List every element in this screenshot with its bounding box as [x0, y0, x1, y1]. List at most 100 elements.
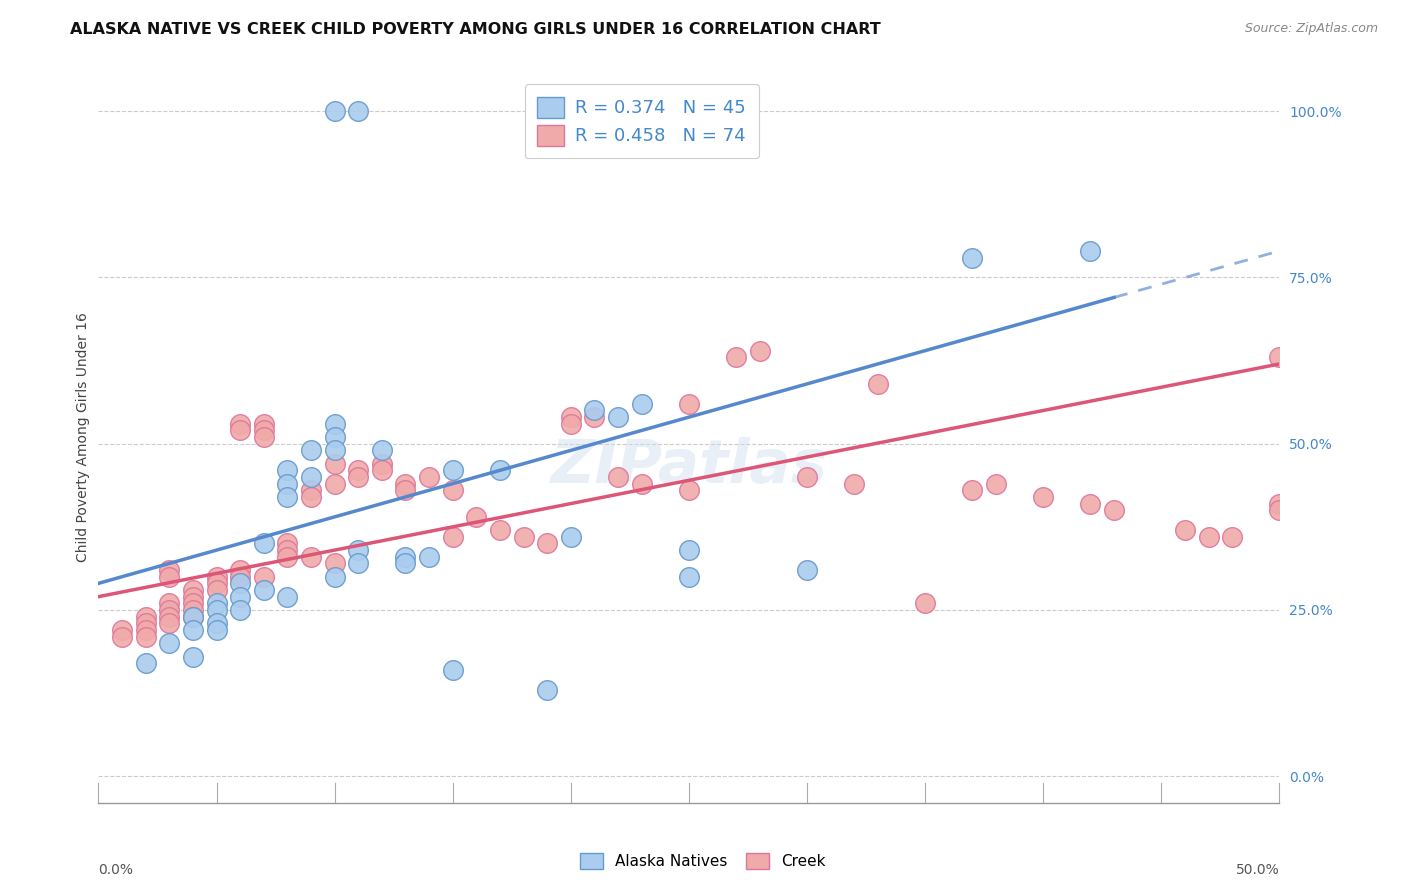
Text: ZIPatlas: ZIPatlas	[550, 437, 828, 496]
Point	[323, 104, 346, 119]
Point	[323, 476, 346, 491]
Point	[984, 476, 1007, 491]
Point	[418, 549, 440, 564]
Point	[229, 603, 252, 617]
Point	[914, 596, 936, 610]
Point	[512, 530, 534, 544]
Point	[229, 424, 252, 438]
Point	[229, 590, 252, 604]
Point	[205, 623, 228, 637]
Point	[394, 549, 416, 564]
Point	[276, 543, 298, 558]
Point	[560, 417, 582, 431]
Point	[441, 483, 464, 498]
Point	[253, 417, 276, 431]
Point	[394, 557, 416, 571]
Point	[1174, 523, 1197, 537]
Point	[181, 582, 204, 597]
Point	[962, 483, 984, 498]
Point	[725, 351, 748, 365]
Point	[181, 603, 204, 617]
Text: 50.0%: 50.0%	[1236, 863, 1279, 877]
Point	[157, 603, 180, 617]
Point	[181, 649, 204, 664]
Point	[1102, 503, 1125, 517]
Point	[299, 483, 322, 498]
Point	[441, 663, 464, 677]
Point	[1198, 530, 1220, 544]
Point	[253, 430, 276, 444]
Point	[205, 576, 228, 591]
Point	[583, 403, 606, 417]
Point	[135, 609, 157, 624]
Point	[111, 623, 134, 637]
Point	[347, 463, 370, 477]
Point	[678, 570, 700, 584]
Text: ALASKA NATIVE VS CREEK CHILD POVERTY AMONG GIRLS UNDER 16 CORRELATION CHART: ALASKA NATIVE VS CREEK CHILD POVERTY AMO…	[70, 22, 882, 37]
Point	[229, 570, 252, 584]
Point	[1268, 351, 1291, 365]
Text: Source: ZipAtlas.com: Source: ZipAtlas.com	[1244, 22, 1378, 36]
Point	[1032, 490, 1054, 504]
Point	[678, 483, 700, 498]
Point	[276, 549, 298, 564]
Point	[157, 636, 180, 650]
Point	[418, 470, 440, 484]
Point	[678, 543, 700, 558]
Point	[866, 376, 889, 391]
Point	[347, 470, 370, 484]
Point	[276, 476, 298, 491]
Point	[229, 417, 252, 431]
Point	[323, 570, 346, 584]
Point	[607, 470, 630, 484]
Point	[205, 596, 228, 610]
Point	[796, 470, 818, 484]
Point	[371, 443, 394, 458]
Point	[205, 603, 228, 617]
Point	[465, 509, 488, 524]
Point	[135, 656, 157, 670]
Point	[1220, 530, 1243, 544]
Point	[299, 443, 322, 458]
Point	[181, 609, 204, 624]
Point	[181, 609, 204, 624]
Point	[630, 476, 652, 491]
Point	[323, 457, 346, 471]
Point	[276, 536, 298, 550]
Point	[229, 563, 252, 577]
Point	[299, 490, 322, 504]
Point	[157, 616, 180, 631]
Text: 0.0%: 0.0%	[98, 863, 134, 877]
Point	[205, 582, 228, 597]
Point	[489, 523, 512, 537]
Point	[1268, 503, 1291, 517]
Point	[394, 483, 416, 498]
Point	[157, 609, 180, 624]
Point	[323, 417, 346, 431]
Point	[796, 563, 818, 577]
Point	[371, 457, 394, 471]
Point	[347, 557, 370, 571]
Point	[1268, 497, 1291, 511]
Point	[135, 616, 157, 631]
Point	[135, 630, 157, 644]
Point	[276, 490, 298, 504]
Point	[678, 397, 700, 411]
Point	[536, 536, 558, 550]
Point	[135, 623, 157, 637]
Legend: Alaska Natives, Creek: Alaska Natives, Creek	[574, 847, 832, 875]
Point	[253, 582, 276, 597]
Point	[489, 463, 512, 477]
Point	[441, 463, 464, 477]
Point	[181, 623, 204, 637]
Point	[560, 410, 582, 425]
Point	[844, 476, 866, 491]
Legend: R = 0.374   N = 45, R = 0.458   N = 74: R = 0.374 N = 45, R = 0.458 N = 74	[524, 84, 759, 158]
Point	[181, 596, 204, 610]
Point	[276, 463, 298, 477]
Point	[157, 596, 180, 610]
Point	[181, 590, 204, 604]
Point	[394, 476, 416, 491]
Point	[253, 536, 276, 550]
Point	[347, 104, 370, 119]
